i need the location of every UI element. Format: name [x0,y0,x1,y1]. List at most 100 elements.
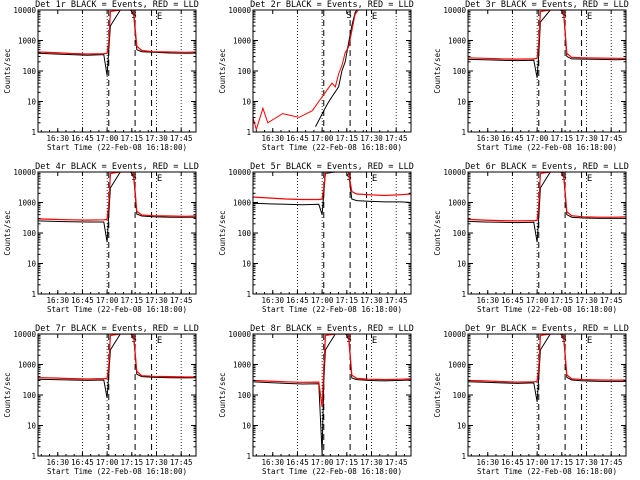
x-tick-label: 16:45 [286,296,309,305]
lld-series-line [468,334,626,383]
end-marker: E [587,174,592,184]
x-tick-label: 17:15 [551,296,574,305]
x-tick-label: 16:30 [46,296,69,305]
y-tick-label: 1000 [448,37,467,46]
x-axis-label: Start Time (22-Feb-08 16:18:00) [262,467,402,476]
panel-title: Det 4r BLACK = Events, RED = LLD [35,162,199,172]
panel-title: Det 8r BLACK = Events, RED = LLD [250,324,414,334]
x-tick-label: 16:30 [46,458,69,467]
y-axis-label: Counts/sec [3,48,12,93]
end-marker: E [157,12,162,22]
y-tick-label: 100 [22,67,36,76]
y-tick-label: 1 [31,452,36,461]
y-tick-label: 10000 [13,330,36,339]
events-series-line [468,10,626,78]
panel-title: Det 6r BLACK = Events, RED = LLD [465,162,629,172]
lld-series-line [253,10,362,132]
x-tick-label: 16:45 [501,296,524,305]
y-tick-label: 100 [452,229,466,238]
x-tick-label: 17:00 [526,296,549,305]
y-tick-label: 10 [242,98,252,107]
x-tick-label: 16:45 [71,458,94,467]
y-tick-label: 10000 [228,6,251,15]
plot-frame [252,9,412,133]
lld-series-line [468,172,626,222]
end-marker: E [587,12,592,22]
x-tick-label: 17:00 [96,296,119,305]
y-tick-label: 10 [27,98,37,107]
y-tick-label: 1000 [448,361,467,370]
x-tick-label: 17:00 [311,458,334,467]
x-tick-label: 17:45 [600,296,623,305]
lld-series-line [253,334,411,408]
series-group [253,172,411,215]
y-tick-label: 10 [27,260,37,269]
x-tick-label: 17:15 [121,134,144,143]
y-tick-label: 1 [31,290,36,299]
y-tick-label: 100 [22,229,36,238]
y-tick-label: 10 [457,422,467,431]
y-tick-label: 100 [22,391,36,400]
x-tick-label: 17:45 [385,296,408,305]
panel-title: Det 1r BLACK = Events, RED = LLD [35,0,199,10]
y-tick-label: 10 [27,422,37,431]
x-axis-label: Start Time (22-Feb-08 16:18:00) [262,143,402,152]
plot-frame [252,171,412,295]
y-tick-label: 1000 [18,37,37,46]
plot-frame [467,333,627,457]
y-tick-label: 1 [246,290,251,299]
lld-series-line [253,172,411,201]
x-tick-label: 17:30 [575,134,598,143]
x-tick-label: 17:30 [145,134,168,143]
x-tick-label: 17:00 [526,134,549,143]
y-tick-label: 10000 [13,6,36,15]
x-tick-label: 17:15 [551,458,574,467]
y-tick-label: 10000 [13,168,36,177]
start-marker: S [346,11,351,21]
x-axis-label: Start Time (22-Feb-08 16:18:00) [47,467,187,476]
y-axis-label: Counts/sec [218,210,227,255]
x-tick-label: 17:30 [145,296,168,305]
y-tick-label: 1 [461,128,466,137]
y-tick-label: 100 [452,391,466,400]
x-axis-label: Start Time (22-Feb-08 16:18:00) [47,143,187,152]
y-axis-label: Counts/sec [433,210,442,255]
x-tick-label: 17:15 [336,458,359,467]
y-tick-label: 1 [461,452,466,461]
x-tick-label: 16:30 [476,296,499,305]
end-marker: E [157,336,162,346]
x-tick-label: 16:30 [46,134,69,143]
x-tick-label: 16:30 [261,134,284,143]
x-tick-label: 17:30 [360,296,383,305]
y-tick-label: 10000 [443,6,466,15]
y-tick-label: 10000 [228,330,251,339]
series-group [468,334,626,402]
y-tick-label: 1000 [233,199,252,208]
x-tick-label: 17:30 [575,458,598,467]
y-tick-label: 1000 [18,199,37,208]
x-axis-label: Start Time (22-Feb-08 16:18:00) [262,305,402,314]
x-tick-label: 17:15 [336,296,359,305]
plot-frame [467,171,627,295]
y-tick-label: 1 [246,128,251,137]
x-axis-label: Start Time (22-Feb-08 16:18:00) [477,143,617,152]
end-marker: E [372,12,377,22]
x-tick-label: 16:45 [71,296,94,305]
x-tick-label: 16:30 [261,458,284,467]
x-tick-label: 17:45 [600,458,623,467]
lld-series-line [38,334,196,380]
y-tick-label: 10 [457,98,467,107]
x-tick-label: 16:30 [476,458,499,467]
y-tick-label: 100 [237,229,251,238]
y-tick-label: 1 [31,128,36,137]
y-tick-label: 10000 [443,330,466,339]
x-tick-label: 16:30 [476,134,499,143]
x-tick-label: 17:15 [121,296,144,305]
x-axis-label: Start Time (22-Feb-08 16:18:00) [477,467,617,476]
y-tick-label: 10 [242,422,252,431]
end-marker: E [372,336,377,346]
y-tick-label: 100 [237,391,251,400]
